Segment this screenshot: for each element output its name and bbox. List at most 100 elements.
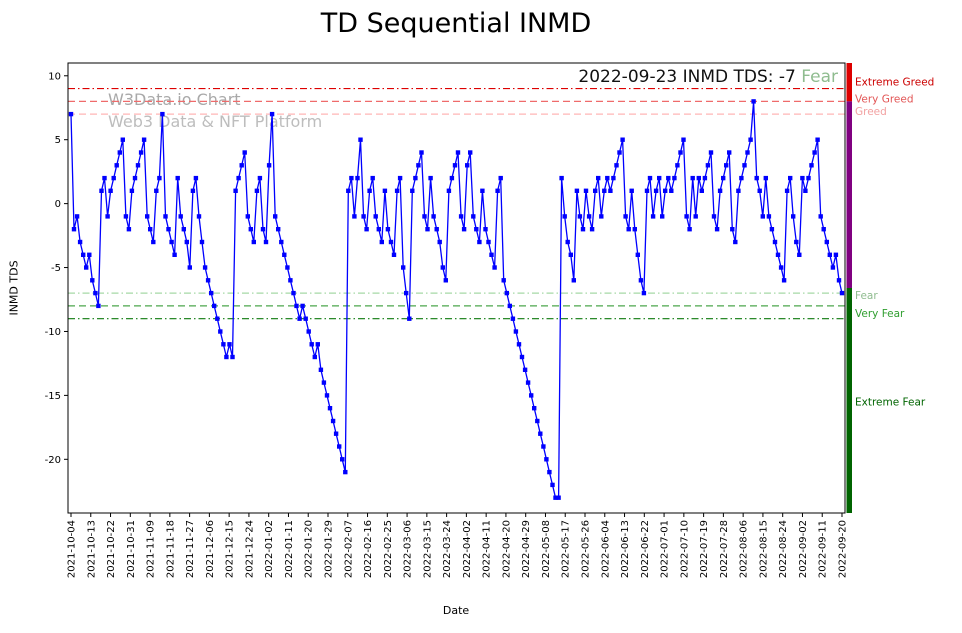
data-point-marker bbox=[154, 188, 159, 193]
data-point-marker bbox=[693, 214, 698, 219]
data-point-marker bbox=[257, 175, 263, 181]
data-point-marker bbox=[739, 175, 744, 181]
data-point-marker bbox=[532, 406, 537, 411]
data-point-marker bbox=[138, 150, 144, 155]
data-point-marker bbox=[751, 99, 756, 104]
sentiment-zone-label: Extreme Greed bbox=[855, 77, 934, 89]
data-point-marker bbox=[565, 239, 570, 245]
data-point-marker bbox=[529, 393, 534, 398]
data-point-marker bbox=[803, 188, 808, 193]
tds-line-series bbox=[70, 100, 843, 499]
data-point-marker bbox=[489, 252, 494, 257]
data-point-marker bbox=[519, 354, 525, 360]
data-point-marker bbox=[809, 163, 814, 168]
x-tick-label: 2022-06-22 bbox=[640, 520, 651, 578]
data-point-marker bbox=[413, 175, 418, 181]
latest-value-annotation: 2022-09-23 INMD TDS: -7 Fear bbox=[578, 67, 838, 87]
data-point-marker bbox=[507, 303, 512, 309]
data-point-marker bbox=[571, 278, 576, 283]
data-point-marker bbox=[330, 418, 336, 424]
data-point-marker bbox=[635, 252, 640, 257]
data-point-marker bbox=[705, 163, 711, 168]
x-tick-label: 2022-09-20 bbox=[838, 520, 849, 578]
data-point-marker bbox=[574, 188, 580, 193]
x-tick-label: 2022-06-04 bbox=[600, 520, 611, 578]
data-point-marker bbox=[681, 137, 686, 142]
data-point-marker bbox=[105, 214, 110, 219]
data-point-marker bbox=[236, 175, 241, 181]
data-point-marker bbox=[199, 239, 205, 245]
x-tick-label: 2022-04-02 bbox=[462, 520, 473, 578]
data-point-marker bbox=[763, 175, 768, 181]
data-point-marker bbox=[90, 278, 95, 283]
x-tick-label: 2022-02-07 bbox=[343, 520, 354, 578]
data-point-marker bbox=[99, 188, 104, 193]
data-point-marker bbox=[385, 227, 391, 232]
data-point-marker bbox=[175, 175, 180, 181]
x-tick-label: 2022-04-20 bbox=[501, 520, 512, 578]
data-point-marker bbox=[355, 175, 360, 181]
latest-sentiment-text: Fear bbox=[795, 67, 838, 87]
data-point-marker bbox=[410, 188, 415, 193]
data-point-marker bbox=[318, 367, 324, 372]
x-tick-label: 2022-05-17 bbox=[561, 520, 572, 578]
data-point-marker bbox=[407, 316, 412, 321]
data-point-marker bbox=[382, 188, 388, 193]
data-point-marker bbox=[663, 188, 668, 193]
data-point-marker bbox=[504, 290, 509, 296]
data-point-marker bbox=[394, 188, 400, 193]
data-point-marker bbox=[605, 175, 610, 181]
data-point-marker bbox=[202, 265, 208, 270]
data-point-marker bbox=[68, 111, 74, 117]
x-tick-label: 2021-10-13 bbox=[86, 520, 97, 578]
data-point-marker bbox=[300, 303, 305, 309]
data-point-marker bbox=[135, 163, 141, 168]
data-point-marker bbox=[254, 188, 260, 193]
data-point-marker bbox=[224, 354, 229, 360]
x-tick-label: 2022-03-06 bbox=[403, 520, 414, 578]
data-point-marker bbox=[596, 175, 601, 181]
data-point-marker bbox=[721, 175, 726, 181]
data-point-marker bbox=[141, 137, 147, 142]
data-point-marker bbox=[397, 175, 403, 181]
data-point-marker bbox=[516, 342, 522, 347]
x-tick-label: 2022-01-11 bbox=[284, 520, 295, 578]
data-point-marker bbox=[376, 227, 381, 232]
data-point-marker bbox=[401, 265, 406, 270]
data-point-marker bbox=[227, 342, 232, 347]
data-point-marker bbox=[788, 175, 793, 181]
data-point-marker bbox=[452, 163, 458, 168]
sentiment-zone-label: Very Greed bbox=[855, 93, 914, 105]
data-point-marker bbox=[675, 163, 680, 168]
x-axis-label: Date bbox=[442, 604, 470, 617]
y-tick-label: 5 bbox=[55, 135, 61, 146]
data-point-marker bbox=[638, 278, 644, 283]
x-tick-label: 2022-04-29 bbox=[521, 520, 532, 578]
data-point-marker bbox=[498, 175, 503, 181]
data-point-marker bbox=[784, 188, 790, 193]
data-point-marker bbox=[340, 457, 345, 462]
data-point-marker bbox=[611, 175, 616, 181]
data-point-marker bbox=[291, 290, 296, 296]
x-tick-label: 2022-04-11 bbox=[482, 520, 493, 578]
data-point-marker bbox=[309, 342, 314, 347]
data-point-marker bbox=[428, 175, 433, 181]
data-point-marker bbox=[589, 227, 595, 232]
data-point-marker bbox=[160, 111, 165, 117]
data-point-marker bbox=[364, 227, 369, 232]
y-tick-label: -10 bbox=[45, 327, 61, 338]
x-tick-label: 2022-09-02 bbox=[798, 520, 809, 578]
data-point-marker bbox=[303, 316, 308, 321]
data-point-marker bbox=[440, 265, 445, 270]
data-point-marker bbox=[602, 188, 607, 193]
data-point-marker bbox=[157, 175, 162, 181]
data-point-marker bbox=[766, 214, 772, 219]
data-point-marker bbox=[495, 188, 500, 193]
data-point-marker bbox=[205, 278, 211, 283]
data-point-marker bbox=[687, 227, 692, 232]
x-tick-label: 2022-09-11 bbox=[818, 520, 829, 578]
data-point-marker bbox=[614, 163, 619, 168]
x-tick-label: 2021-10-31 bbox=[126, 520, 137, 578]
data-point-marker bbox=[471, 214, 476, 219]
